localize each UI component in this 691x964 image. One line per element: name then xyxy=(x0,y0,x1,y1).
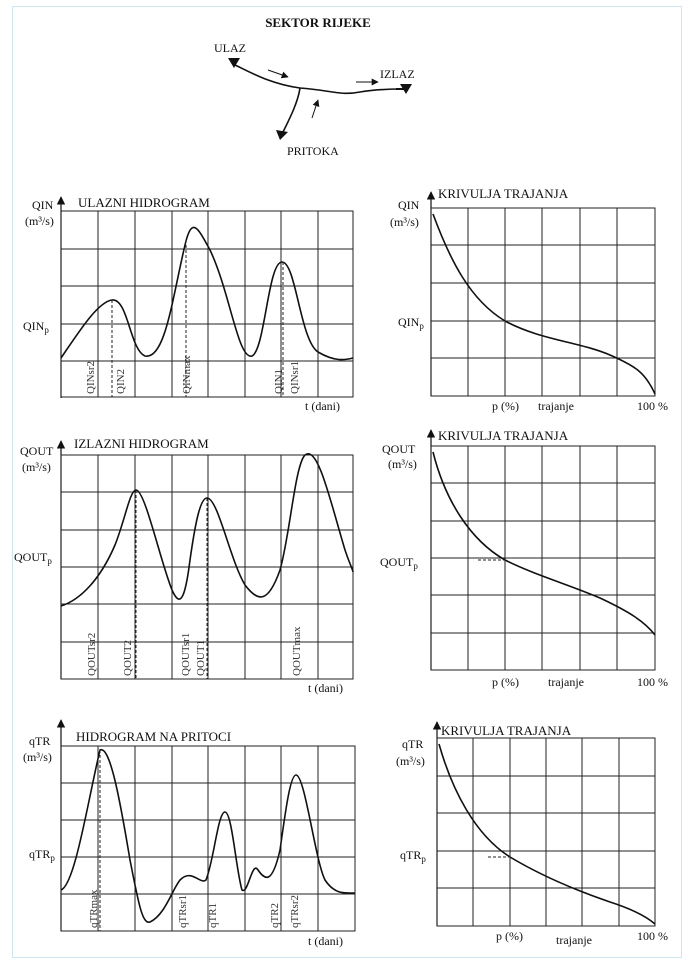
figure-frame xyxy=(12,6,682,958)
x-label-p: p (%) xyxy=(492,675,519,689)
inlet-label: ULAZ xyxy=(214,41,246,55)
flow-arrow-inlet xyxy=(267,69,289,79)
y-axis-label: qTR xyxy=(402,737,423,751)
x-axis-label: t (dani) xyxy=(305,399,340,413)
marker-label: qTR1 xyxy=(207,903,219,928)
marker-label: QOUT1 xyxy=(195,640,207,676)
marker-label: QOUT2 xyxy=(122,640,134,676)
main-river-line xyxy=(232,63,403,95)
marker-label: QINsr2 xyxy=(85,361,97,394)
x-label-trajanje: trajanje xyxy=(556,933,592,947)
panel-title: KRIVULJA TRAJANJA xyxy=(441,723,572,738)
x-label-p: p (%) xyxy=(496,929,523,943)
plot-grid xyxy=(60,210,354,398)
y-axis-unit: (m³/s) xyxy=(23,750,52,764)
panel-title: KRIVULJA TRAJANJA xyxy=(438,186,569,201)
y-axis-label: QOUT xyxy=(382,442,416,456)
grid-lines xyxy=(61,746,355,931)
y-axis-label: QOUT xyxy=(20,444,54,458)
panel-title: KRIVULJA TRAJANJA xyxy=(438,428,569,443)
panel-title: ULAZNI HIDROGRAM xyxy=(78,195,210,210)
inflow-hydrograph-panel: ULAZNI HIDROGRAM QIN (m³/s) QINp t (dani… xyxy=(23,195,354,413)
outflow-hydrograph-curve xyxy=(60,453,354,607)
inflow-duration-panel: KRIVULJA TRAJANJA QIN (m³/s) QINp p (%) … xyxy=(390,186,668,413)
outflow-hydrograph-panel: IZLAZNI HIDROGRAM QOUT (m³/s) QOUTp t (d… xyxy=(14,436,354,695)
y-axis-label: qTR xyxy=(29,734,50,748)
duration-curve xyxy=(432,213,656,395)
y-reference-label: QOUTp xyxy=(380,555,418,571)
flow-arrow-tributary xyxy=(311,99,320,119)
marker-label: QINmax xyxy=(181,355,193,394)
tributary-hydrograph-panel: HIDROGRAM NA PRITOCI qTR (m³/s) qTRp t (… xyxy=(23,719,356,948)
inflow-hydrograph-curve xyxy=(60,226,354,361)
marker-label: qTRsr2 xyxy=(289,895,301,928)
tributary-line xyxy=(282,87,301,133)
y-axis-unit: (m³/s) xyxy=(396,754,425,768)
tributary-label: PRITOKA xyxy=(287,144,339,158)
outflow-duration-panel: KRIVULJA TRAJANJA QOUT (m³/s) QOUTp p (%… xyxy=(380,428,668,689)
x-label-trajanje: trajanje xyxy=(538,399,574,413)
y-axis-unit: (m³/s) xyxy=(388,457,417,471)
y-axis-unit: (m³/s) xyxy=(25,214,54,228)
y-axis-label: QIN xyxy=(398,198,420,212)
grid-lines xyxy=(431,446,655,670)
y-reference-label: qTRp xyxy=(29,847,55,863)
marker-label: qTR2 xyxy=(269,903,281,928)
river-sketch: SEKTOR RIJEKE ULAZ IZLAZ PRITOKA xyxy=(214,15,415,158)
marker-label: QOUTmax xyxy=(291,626,303,676)
outlet-gauge-icon xyxy=(400,84,412,94)
x-label-trajanje: trajanje xyxy=(548,675,584,689)
tributary-duration-panel: KRIVULJA TRAJANJA qTR (m³/s) qTRp p (%) … xyxy=(396,721,668,947)
duration-curve xyxy=(438,743,656,925)
grid-lines xyxy=(437,738,655,926)
duration-curve xyxy=(432,451,656,636)
x-label-p: p (%) xyxy=(492,399,519,413)
x-axis-label: t (dani) xyxy=(308,681,343,695)
y-reference-label: QINp xyxy=(398,315,424,331)
inlet-gauge-icon xyxy=(228,58,240,68)
marker-label: QIN2 xyxy=(115,369,127,394)
x-label-100: 100 % xyxy=(637,399,668,413)
grid-lines xyxy=(61,211,353,397)
y-reference-label: QOUTp xyxy=(14,550,52,566)
panel-title: IZLAZNI HIDROGRAM xyxy=(74,436,209,451)
panel-title: HIDROGRAM NA PRITOCI xyxy=(76,729,231,744)
tributary-hydrograph-curve xyxy=(60,749,356,923)
marker-label: qTRsr1 xyxy=(177,895,189,928)
tributary-gauge-icon xyxy=(276,130,288,140)
y-axis-unit: (m³/s) xyxy=(22,460,51,474)
x-label-100: 100 % xyxy=(637,929,668,943)
y-reference-label: QINp xyxy=(23,319,49,335)
marker-label: QOUTsr1 xyxy=(180,633,192,676)
plot-grid xyxy=(430,207,656,397)
x-axis-label: t (dani) xyxy=(308,934,343,948)
y-axis-unit: (m³/s) xyxy=(390,215,419,229)
marker-label: qTRmax xyxy=(88,889,100,928)
grid-lines xyxy=(431,208,655,396)
y-axis-label: QIN xyxy=(32,198,54,212)
diagram-title: SEKTOR RIJEKE xyxy=(265,15,371,30)
marker-label: QOUTsr2 xyxy=(86,633,98,676)
marker-label: QINsr1 xyxy=(289,361,301,394)
outlet-label: IZLAZ xyxy=(380,67,415,81)
x-label-100: 100 % xyxy=(637,675,668,689)
y-reference-label: qTRp xyxy=(400,848,426,864)
marker-label: QIN1 xyxy=(273,369,285,394)
